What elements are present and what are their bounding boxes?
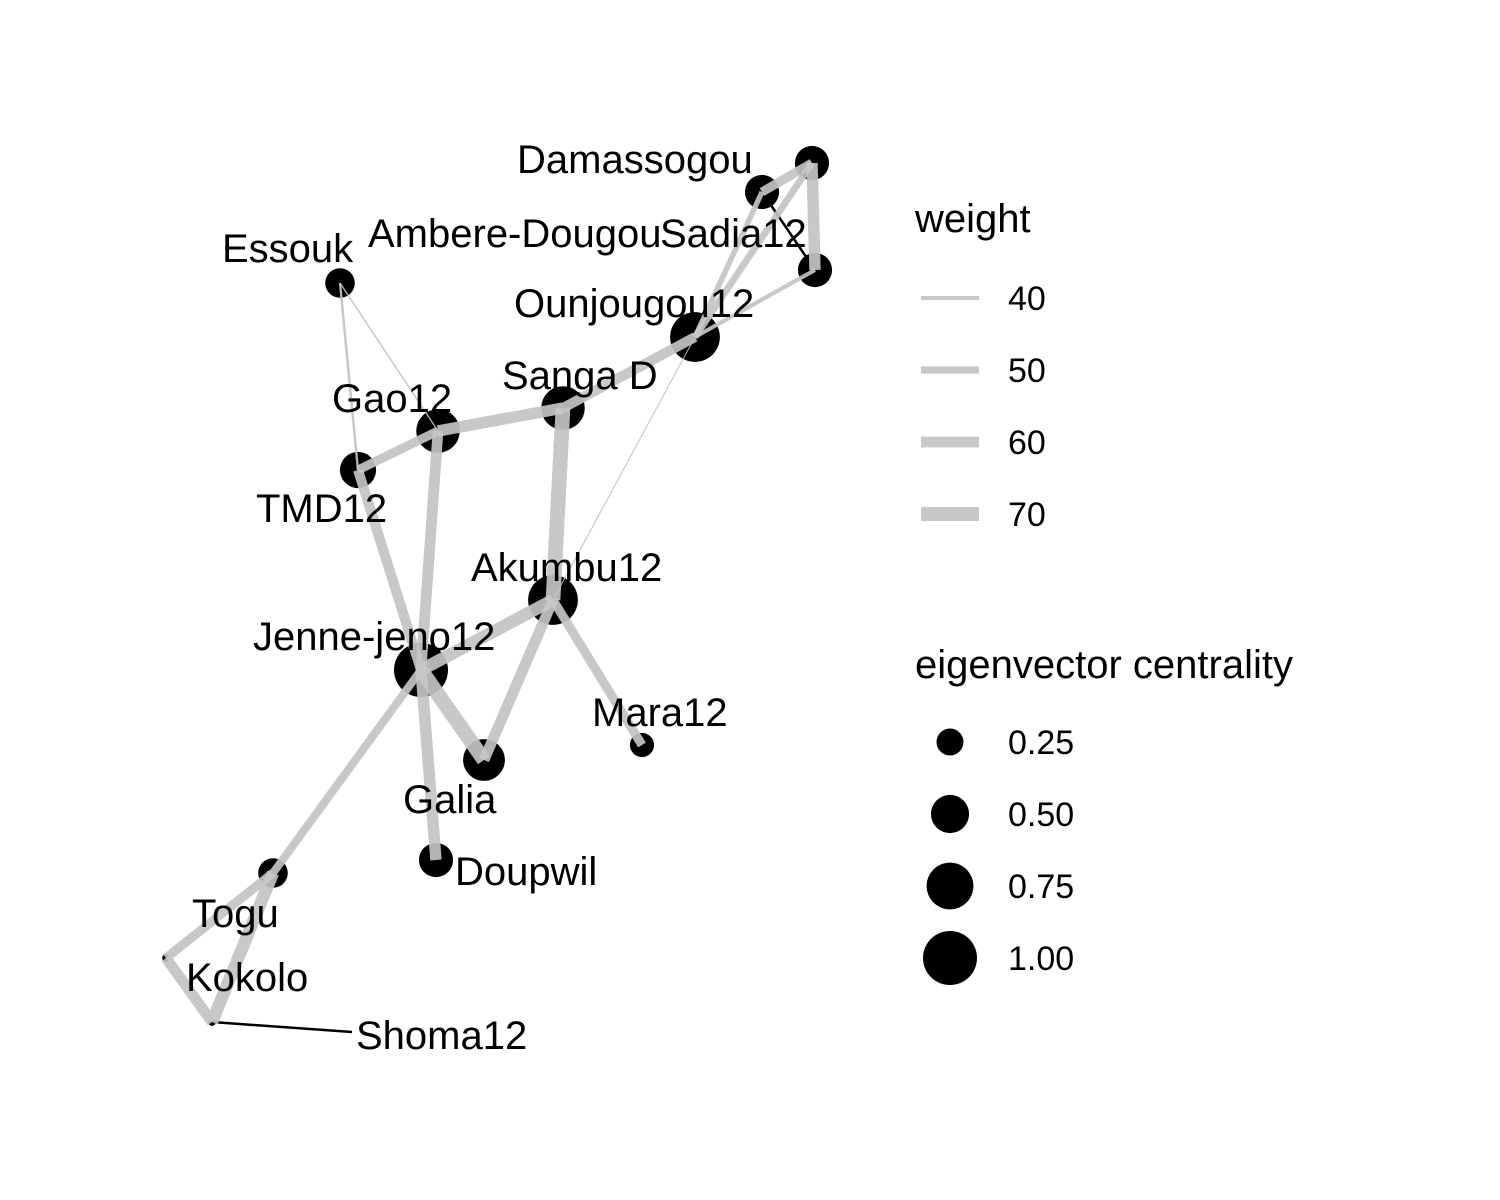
- legend-weight-title: weight: [914, 197, 1031, 241]
- legend-weight-label-60: 60: [1008, 424, 1046, 462]
- node-label-ounjougou12: Ounjougou12: [514, 282, 754, 326]
- legend-centrality-title: eigenvector centrality: [915, 643, 1293, 687]
- legend-centrality-key-0.50: [930, 794, 970, 834]
- legend-centrality: eigenvector centrality 0.25 0.50 0.75 1.00: [915, 643, 1293, 985]
- edge-overlay: [163, 869, 276, 962]
- legend-centrality-label-0.75: 0.75: [1008, 868, 1074, 906]
- edge-overlay: [759, 159, 815, 196]
- edge-overlay: [206, 870, 279, 1025]
- edge-overlay: [415, 669, 442, 861]
- edge-overlay: [339, 282, 439, 432]
- node-label-doupwil: Doupwil: [455, 850, 597, 894]
- nodes-layer: [161, 145, 833, 1026]
- edge-overlay: [415, 430, 444, 671]
- node-label-akumbu12: Akumbu12: [471, 546, 662, 590]
- edge-overlay: [418, 594, 556, 676]
- edge-overlay: [545, 407, 571, 601]
- node-label-kokolo: Kokolo: [186, 956, 308, 1000]
- edge-overlay: [414, 665, 491, 765]
- legend-centrality-key-0.75: [926, 862, 974, 910]
- legend-centrality-label-1.00: 1.00: [1008, 940, 1074, 978]
- edge-overlay: [806, 162, 821, 271]
- edge-overlay: [161, 954, 217, 1026]
- edge-overlay: [694, 268, 816, 339]
- node-label-mara12: Mara12: [592, 691, 728, 735]
- edge-overlay: [560, 332, 698, 413]
- legend-centrality-keys: 0.25 0.50 0.75 1.00: [923, 724, 1074, 985]
- edge-overlay: [353, 468, 426, 672]
- legend-centrality-key-0.25: [936, 728, 964, 756]
- node-label-gao12: Gao12: [332, 377, 452, 421]
- node-label-jenne-jeno12: Jenne-jeno12: [253, 615, 495, 659]
- edge-shoma12-shoma12-tag: [211, 1020, 353, 1034]
- legend-weight: weight 40 50 60 70: [914, 197, 1046, 534]
- node-label-tmd12: TMD12: [256, 487, 387, 531]
- node-label-sadia12: Sadia12: [660, 212, 807, 256]
- node-label-shoma12: Shoma12: [356, 1014, 527, 1058]
- legend-weight-label-40: 40: [1008, 280, 1046, 318]
- legend-centrality-key-1.00: [923, 931, 977, 985]
- edge-overlay: [692, 161, 815, 339]
- edge-overlay: [338, 282, 360, 471]
- edge-overlay: [549, 597, 646, 748]
- legend-weight-label-50: 50: [1008, 352, 1046, 390]
- legend-weight-keys: 40 50 60 70: [921, 280, 1046, 534]
- legend-centrality-label-0.25: 0.25: [1008, 724, 1074, 762]
- edge-overlay: [436, 402, 565, 437]
- edge-overlay: [269, 667, 425, 876]
- edge-overlay: [356, 426, 440, 475]
- node-label-essouk: Essouk: [222, 227, 354, 271]
- node-label-damassogou: Damassogou: [517, 138, 753, 182]
- edge-overlay: [692, 190, 765, 339]
- node-label-togu: Togu: [192, 892, 279, 936]
- node-label-ambere-dougou: Ambere-Dougou: [368, 212, 662, 256]
- edge-overlay: [479, 597, 558, 763]
- node-label-sanga-d: Sanga D: [502, 354, 658, 398]
- edge-overlay: [552, 336, 696, 601]
- node-label-galia: Galia: [403, 778, 497, 822]
- legend-weight-label-70: 70: [1008, 496, 1046, 534]
- legend-centrality-label-0.50: 0.50: [1008, 796, 1074, 834]
